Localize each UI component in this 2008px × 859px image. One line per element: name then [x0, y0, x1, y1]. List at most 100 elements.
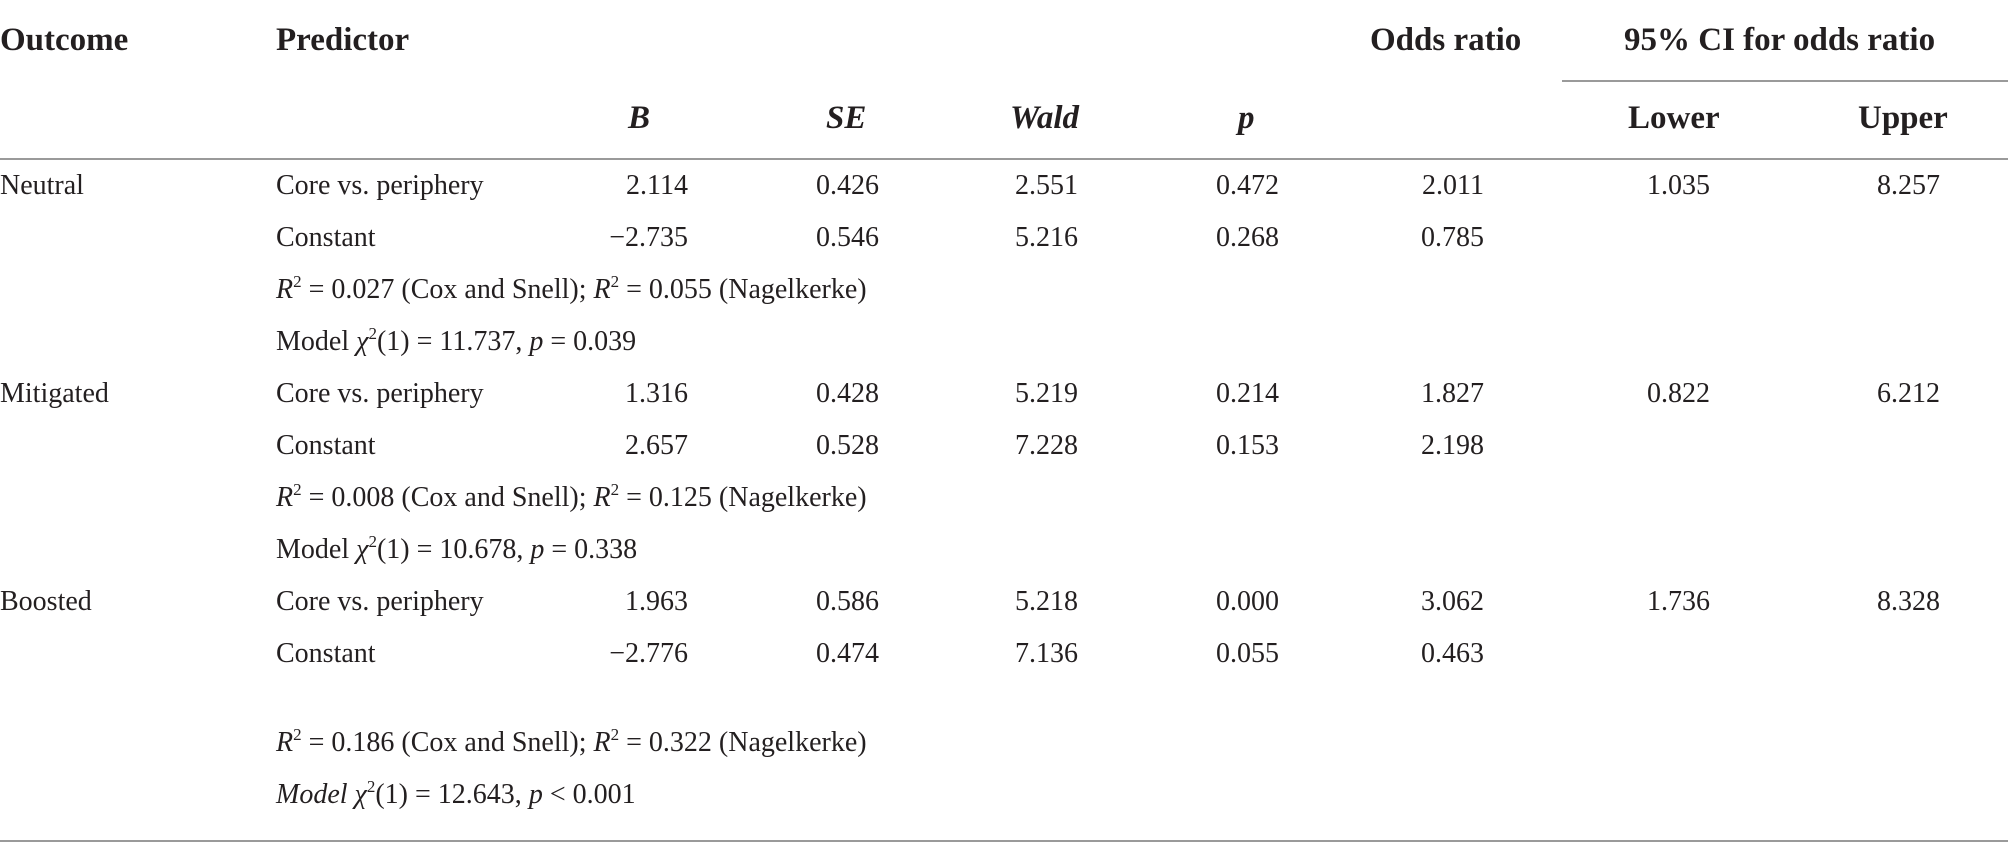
p-symbol: p [530, 534, 545, 565]
outcome-label: Boosted [0, 586, 92, 617]
cell-b: 1.316 [625, 378, 688, 409]
predictor-cell: Constant [276, 638, 376, 669]
cell-se: 0.546 [816, 222, 879, 253]
predictor-cell: Core vs. periphery [276, 378, 484, 409]
outcome-label: Mitigated [0, 378, 109, 409]
cell-upper: 8.328 [1877, 586, 1940, 617]
cell-or: 2.011 [1422, 170, 1484, 201]
p-symbol: p [528, 779, 543, 810]
cell-wald: 7.228 [1015, 430, 1078, 461]
cell-b: 1.963 [625, 586, 688, 617]
header-upper: Upper [1858, 100, 1948, 136]
cell-wald: 5.219 [1015, 378, 1078, 409]
cell-lower: 1.035 [1647, 170, 1710, 201]
model-chi-value: (1) = 11.737, [376, 326, 523, 357]
cell-se: 0.586 [816, 586, 879, 617]
ci-header-rule [1562, 80, 2008, 82]
header-b: B [628, 100, 651, 136]
table-bottom-rule [0, 840, 2008, 842]
r2-nk-value: 0.322 [648, 727, 712, 758]
chi-symbol: χ [356, 534, 369, 565]
header-ci: 95% CI for odds ratio [1624, 22, 1936, 58]
model-p-value: = 0.338 [551, 534, 638, 565]
cell-wald: 2.551 [1015, 170, 1078, 201]
cell-upper: 6.212 [1877, 378, 1940, 409]
header-wald: Wald [1010, 100, 1080, 136]
model-label: Model [276, 326, 350, 357]
r2-symbol: R [276, 274, 294, 305]
r2-superscript: 2 [293, 272, 302, 291]
cell-b: 2.657 [625, 430, 688, 461]
r2-superscript: 2 [610, 725, 620, 744]
predictor-cell: Constant [276, 222, 376, 253]
header-lower: Lower [1628, 100, 1720, 136]
model-note: Model χ2(1) = 10.678, p = 0.338 [276, 533, 638, 565]
header-outcome: Outcome [0, 22, 129, 58]
chi-superscript: 2 [368, 532, 377, 551]
r2-symbol: R [276, 727, 294, 758]
model-p-value: < 0.001 [549, 779, 636, 810]
cell-or: 0.785 [1421, 222, 1484, 253]
chi-superscript: 2 [366, 777, 376, 796]
chi-symbol: χ [356, 326, 369, 357]
r2-symbol: R [593, 274, 611, 305]
predictor-cell: Constant [276, 430, 376, 461]
r2-cs-value: 0.008 [331, 482, 395, 513]
cell-p: 0.153 [1216, 430, 1279, 461]
p-symbol: p [529, 326, 544, 357]
cell-or: 2.198 [1421, 430, 1484, 461]
cell-se: 0.426 [816, 170, 879, 201]
model-chi-value: (1) = 12.643, [375, 779, 522, 810]
r2-nk-label: (Nagelkerke) [718, 482, 867, 513]
r2-nk-value: 0.125 [648, 482, 712, 513]
r2-note: R2 = 0.027 (Cox and Snell); R2 = 0.055 (… [276, 272, 867, 305]
model-label: Model [276, 534, 350, 565]
header-se: SE [826, 100, 867, 136]
r2-nk-value: 0.055 [648, 274, 712, 305]
cell-or: 1.827 [1421, 378, 1484, 409]
cell-se: 0.474 [816, 638, 879, 669]
cell-p: 0.268 [1216, 222, 1279, 253]
header-p: p [1238, 100, 1255, 136]
r2-cs-label: (Cox and Snell); [401, 482, 587, 513]
cell-b: −2.735 [609, 222, 688, 253]
cell-lower: 0.822 [1647, 378, 1710, 409]
r2-symbol: R [593, 482, 611, 513]
cell-p: 0.472 [1216, 170, 1279, 201]
r2-nk-label: (Nagelkerke) [718, 274, 867, 305]
cell-p: 0.000 [1216, 586, 1279, 617]
model-chi-value: (1) = 10.678, [376, 534, 524, 565]
model-note: Model χ2(1) = 11.737, p = 0.039 [276, 325, 637, 357]
r2-cs-label: (Cox and Snell); [401, 274, 587, 305]
r2-cs-value: 0.027 [331, 274, 395, 305]
cell-wald: 5.216 [1015, 222, 1078, 253]
cell-se: 0.528 [816, 430, 879, 461]
cell-p: 0.055 [1216, 638, 1279, 669]
outcome-label: Neutral [0, 170, 84, 201]
r2-symbol: R [276, 482, 294, 513]
header-bottom-rule [0, 158, 2008, 160]
cell-or: 3.062 [1421, 586, 1484, 617]
cell-b: −2.776 [609, 638, 688, 669]
r2-superscript: 2 [610, 480, 620, 499]
cell-lower: 1.736 [1647, 586, 1710, 617]
model-note: Model χ2(1) = 12.643, p < 0.001 [276, 778, 636, 810]
cell-wald: 7.136 [1015, 638, 1078, 669]
r2-superscript: 2 [293, 480, 302, 499]
r2-symbol: R [593, 727, 611, 758]
r2-cs-label: (Cox and Snell); [401, 727, 587, 758]
r2-note: R2 = 0.186 (Cox and Snell); R2 = 0.322 (… [276, 725, 867, 758]
chi-symbol: χ [354, 779, 367, 810]
chi-superscript: 2 [368, 324, 377, 343]
cell-or: 0.463 [1421, 638, 1484, 669]
cell-se: 0.428 [816, 378, 879, 409]
model-label: Model [276, 779, 348, 810]
cell-upper: 8.257 [1877, 170, 1940, 201]
r2-superscript: 2 [610, 272, 620, 291]
header-odds-ratio: Odds ratio [1370, 22, 1522, 58]
r2-superscript: 2 [293, 725, 302, 744]
header-predictor: Predictor [276, 22, 410, 58]
predictor-cell: Core vs. periphery [276, 170, 484, 201]
model-p-value: = 0.039 [550, 326, 637, 357]
r2-note: R2 = 0.008 (Cox and Snell); R2 = 0.125 (… [276, 480, 867, 513]
